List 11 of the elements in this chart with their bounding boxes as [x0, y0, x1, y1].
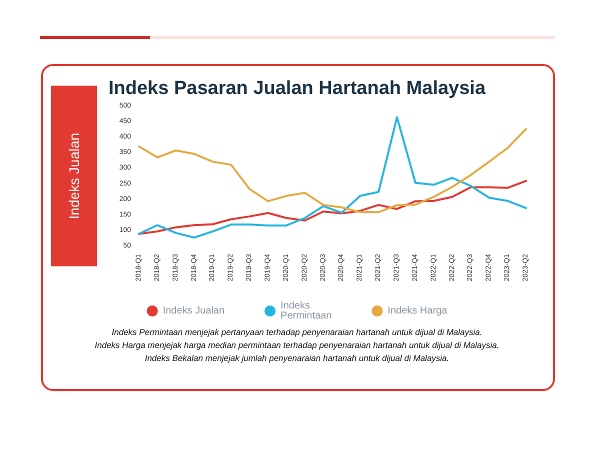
line-series	[138, 116, 527, 239]
line-series	[138, 180, 527, 235]
y-axis-title: Indeks Jualan	[66, 132, 82, 220]
legend-label: Indeks Jualan	[162, 306, 225, 316]
legend-label: Indeks Permintaan	[280, 300, 332, 322]
text: Indeks Harga menjejak harga median permintaan terhadap penyenaraian hartanah untuk dijual di Malaysia.	[94, 339, 500, 352]
chart-title: Indeks Pasaran Jualan Hartanah Malaysia	[108, 78, 486, 99]
line-series	[138, 128, 527, 214]
text: Indeks Bekalan menjejak jumlah penyenaraian hartanah untuk dijual di Malaysia.	[144, 352, 450, 365]
text: Indeks Permintaan menjejak pertanyaan terhadap penyenaraian hartanah untuk dijual di Malaysia.	[110, 326, 484, 339]
legend-label: Indeks Harga	[388, 306, 448, 316]
